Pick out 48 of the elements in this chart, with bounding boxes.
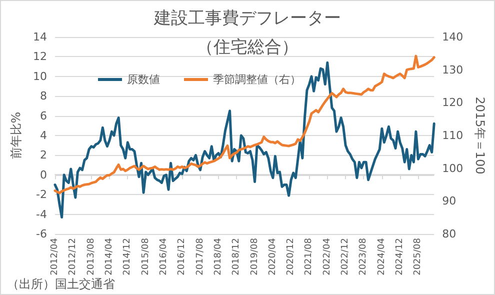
x-tick-label: 2020/04	[268, 238, 278, 276]
y-tick-label: 14	[33, 30, 47, 44]
x-tick-label: 2016/12	[177, 238, 188, 276]
line-series	[54, 54, 436, 194]
y-tick-label: 2	[40, 148, 47, 162]
chart-title: 建設工事費デフレーター	[153, 8, 341, 28]
x-tick-label: 2024/12	[395, 238, 406, 276]
x-tick-label: 2016/04	[158, 238, 169, 276]
x-tick-label: 2012/04	[50, 238, 60, 276]
y-tick-label: 6	[40, 109, 47, 122]
y-tick-label: -2	[36, 188, 47, 202]
y2-tick-label: 120	[442, 96, 464, 110]
y2-tick-label: 100	[442, 162, 464, 175]
text: （出所）国土交通省	[7, 277, 115, 291]
x-tick-label: 2025/08	[413, 238, 424, 276]
x-tick-label: 2024/04	[376, 238, 387, 276]
y-tick-label: 4	[40, 129, 47, 142]
y-tick-label: -4	[36, 208, 47, 221]
x-tick-label: 2022/04	[322, 238, 332, 276]
x-tick-label: 2013/08	[86, 238, 96, 276]
x-tick-label: 2015/08	[140, 238, 151, 276]
x-tick-label: 2020/12	[286, 238, 296, 276]
y2-tick-label: 80	[442, 228, 456, 240]
y-tick-label: 8	[40, 90, 47, 103]
y-tick-label: -6	[36, 228, 47, 240]
x-tick-label: 2022/12	[340, 238, 351, 276]
y-tick-label: 10	[33, 70, 47, 83]
x-tick-label: 2021/08	[304, 238, 314, 276]
x-tick-label: 2017/08	[195, 238, 206, 276]
x-tick-label: 2014/12	[122, 238, 133, 276]
y-tick-label: 0	[40, 168, 47, 182]
x-tick-label: 2018/12	[232, 238, 242, 276]
x-tick-label: 2012/12	[68, 238, 78, 276]
y2-tick-label: 140	[442, 30, 464, 44]
y-tick-label: 12	[33, 50, 47, 64]
x-tick-label: 2019/08	[250, 238, 260, 276]
line-series	[54, 61, 436, 219]
x-tick-label: 2018/04	[213, 238, 224, 276]
y-axis-title: 前年比%	[9, 112, 24, 160]
y2-tick-label: 110	[442, 129, 464, 142]
y2-tick-label: 90	[442, 194, 456, 208]
y2-tick-label: 130	[442, 63, 464, 76]
y2-axis-title: 2015年＝100	[473, 96, 487, 174]
chart-subtitle: （住宅総合）	[196, 38, 298, 58]
legend-label: 季節調整値（右）	[213, 73, 301, 86]
x-tick-label: 2023/08	[358, 238, 369, 276]
legend-label: 原数値	[127, 73, 160, 86]
x-tick-label: 2014/04	[104, 238, 114, 276]
